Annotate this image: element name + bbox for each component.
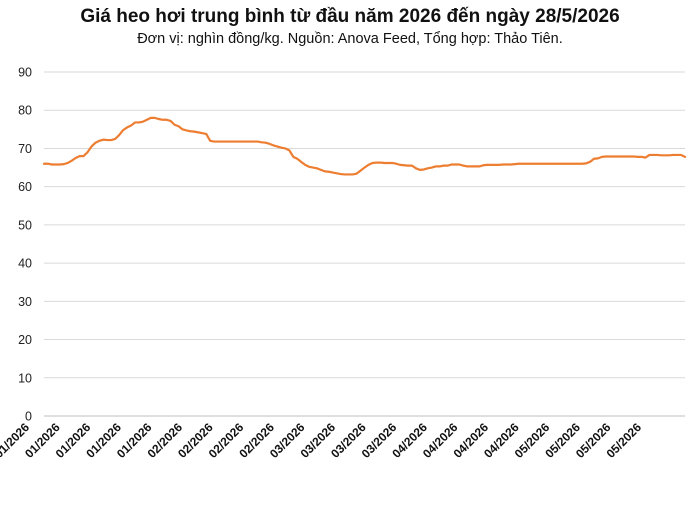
x-tick-label: 05/2026	[604, 420, 645, 461]
y-tick-label: 80	[18, 104, 32, 118]
y-tick-label: 60	[18, 180, 32, 194]
y-tick-label: 20	[18, 333, 32, 347]
chart-subtitle: Đơn vị: nghìn đồng/kg. Nguồn: Anova Feed…	[137, 31, 563, 47]
y-tick-label: 90	[18, 66, 32, 80]
y-tick-label: 40	[18, 257, 32, 271]
y-tick-label: 70	[18, 142, 32, 156]
y-tick-label: 10	[18, 371, 32, 385]
chart-title: Giá heo hơi trung bình từ đầu năm 2026 đ…	[80, 6, 620, 27]
y-tick-label: 0	[25, 410, 32, 424]
y-tick-label: 30	[18, 295, 32, 309]
y-tick-label: 50	[18, 218, 32, 232]
price-line	[42, 116, 687, 176]
